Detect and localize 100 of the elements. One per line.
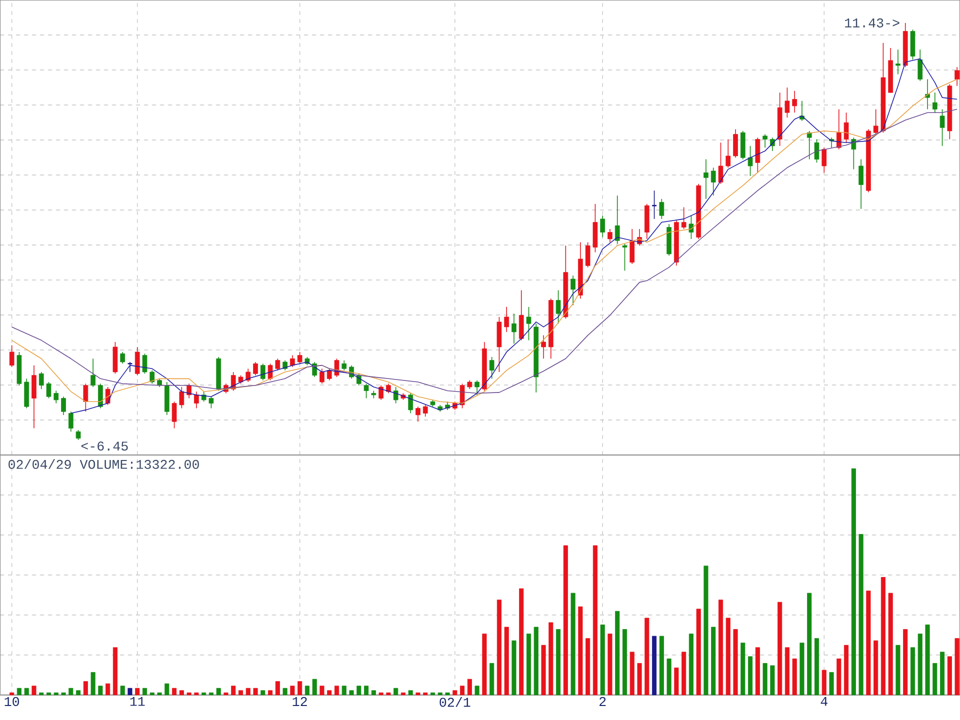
- bar: [224, 692, 228, 696]
- bar: [800, 642, 804, 696]
- bar: [208, 692, 214, 696]
- bar: [570, 592, 576, 696]
- bar: [142, 688, 148, 696]
- bar: [474, 686, 480, 696]
- candlestick: [83, 383, 88, 412]
- bar: [696, 608, 701, 696]
- bar: [874, 640, 878, 696]
- candlestick: [925, 78, 930, 110]
- bar: [548, 622, 554, 696]
- bar: [179, 690, 184, 696]
- bar: [541, 644, 546, 696]
- x-tick-label: 11: [130, 697, 145, 706]
- candlestick: [518, 290, 524, 341]
- bar: [83, 681, 88, 696]
- bar: [592, 545, 598, 696]
- candlestick: [172, 401, 177, 429]
- candlestick: [932, 92, 938, 113]
- bar: [260, 690, 266, 696]
- bar: [275, 681, 280, 696]
- bar: [76, 690, 81, 696]
- bar: [334, 686, 340, 696]
- candlestick: [76, 430, 81, 440]
- candlestick: [556, 290, 561, 324]
- bar: [112, 647, 118, 696]
- candlestick: [504, 306, 510, 332]
- bar: [519, 588, 524, 696]
- bar: [918, 634, 922, 696]
- bar: [16, 688, 22, 696]
- bar: [844, 644, 849, 696]
- bar: [755, 647, 760, 696]
- bar: [674, 668, 679, 696]
- candlestick: [873, 108, 878, 135]
- bar: [615, 611, 620, 696]
- candlestick: [127, 362, 133, 372]
- bar: [637, 663, 642, 696]
- bar: [202, 692, 206, 696]
- candlestick: [600, 215, 606, 238]
- candlestick: [755, 137, 760, 174]
- bar: [290, 686, 295, 696]
- candlestick: [622, 244, 628, 272]
- bar: [46, 692, 52, 696]
- bar: [762, 663, 768, 696]
- bar: [364, 686, 369, 696]
- bar: [371, 690, 376, 696]
- candlestick: [378, 384, 384, 400]
- bar: [312, 678, 317, 696]
- bar: [327, 690, 332, 696]
- text: <-6.45: [81, 442, 128, 451]
- bar: [164, 683, 170, 696]
- bar: [740, 642, 746, 696]
- bar: [135, 688, 140, 696]
- bar: [608, 634, 612, 696]
- bar: [68, 688, 74, 696]
- candlestick: [792, 90, 798, 113]
- bar: [556, 629, 561, 696]
- bar: [778, 602, 782, 696]
- bar: [400, 692, 406, 696]
- candlestick: [275, 358, 280, 371]
- bar: [644, 618, 650, 696]
- bar: [682, 652, 686, 696]
- candlestick: [806, 130, 812, 160]
- bar: [512, 640, 516, 696]
- bar: [578, 606, 583, 696]
- bar: [394, 688, 398, 696]
- bar: [268, 690, 273, 696]
- bar: [438, 692, 442, 696]
- candlestick: [208, 396, 214, 409]
- candlestick: [659, 198, 664, 220]
- candlestick: [608, 228, 612, 243]
- bar: [704, 566, 708, 696]
- bar: [186, 692, 192, 696]
- bar: [150, 692, 154, 696]
- bar: [39, 692, 44, 696]
- candlestick: [710, 167, 716, 196]
- bar: [652, 636, 657, 696]
- bar: [98, 686, 103, 696]
- bar: [496, 600, 502, 696]
- bar: [349, 690, 354, 696]
- candlestick: [844, 112, 849, 144]
- bar: [563, 545, 568, 696]
- bar: [106, 683, 110, 696]
- x-tick-label: 2: [600, 697, 606, 706]
- bar: [880, 577, 886, 696]
- candlestick: [954, 66, 960, 86]
- candlestick: [32, 364, 36, 429]
- bar: [792, 658, 797, 696]
- candlestick: [630, 228, 635, 264]
- candlestick: [9, 344, 14, 368]
- bar: [940, 652, 945, 696]
- candlestick: [320, 368, 324, 384]
- bar: [814, 638, 820, 696]
- bar: [954, 638, 960, 696]
- candlestick: [918, 49, 923, 82]
- bar: [304, 686, 310, 696]
- bar: [770, 665, 775, 696]
- bar: [24, 688, 29, 696]
- bar: [858, 534, 864, 696]
- bar: [430, 692, 436, 696]
